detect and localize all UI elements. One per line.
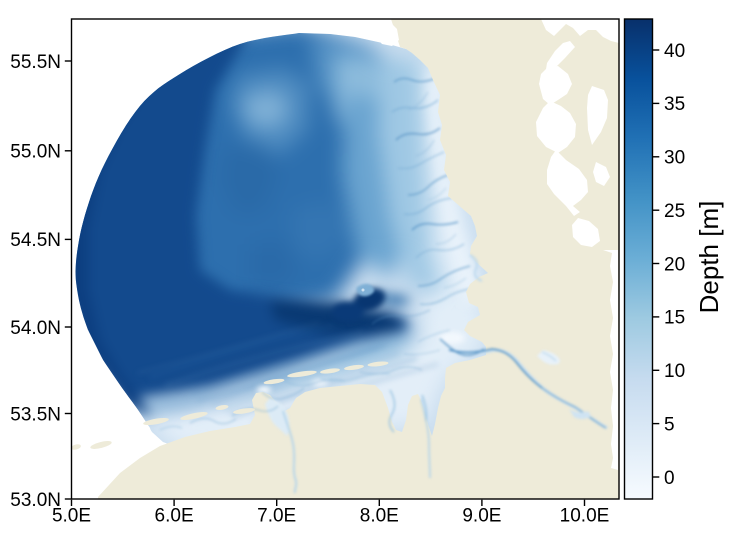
svg-text:8.0E: 8.0E	[360, 506, 399, 527]
svg-text:54.0N: 54.0N	[10, 318, 61, 339]
svg-text:53.0N: 53.0N	[10, 490, 61, 511]
svg-text:20: 20	[664, 254, 685, 275]
svg-text:Depth [m]: Depth [m]	[694, 201, 724, 314]
svg-text:6.0E: 6.0E	[155, 506, 194, 527]
svg-text:0: 0	[664, 468, 675, 489]
svg-text:53.5N: 53.5N	[10, 404, 61, 425]
svg-text:35: 35	[664, 94, 685, 115]
svg-text:9.0E: 9.0E	[462, 506, 501, 527]
svg-text:30: 30	[664, 148, 685, 169]
svg-text:15: 15	[664, 308, 685, 329]
svg-text:55.0N: 55.0N	[10, 142, 61, 163]
svg-text:54.5N: 54.5N	[10, 230, 61, 251]
svg-text:5: 5	[664, 414, 675, 435]
svg-text:7.0E: 7.0E	[257, 506, 296, 527]
svg-text:10.0E: 10.0E	[560, 506, 610, 527]
svg-text:40: 40	[664, 41, 685, 62]
svg-text:55.5N: 55.5N	[10, 52, 61, 73]
svg-text:5.0E: 5.0E	[52, 506, 91, 527]
svg-text:10: 10	[664, 361, 685, 382]
svg-text:25: 25	[664, 201, 685, 222]
